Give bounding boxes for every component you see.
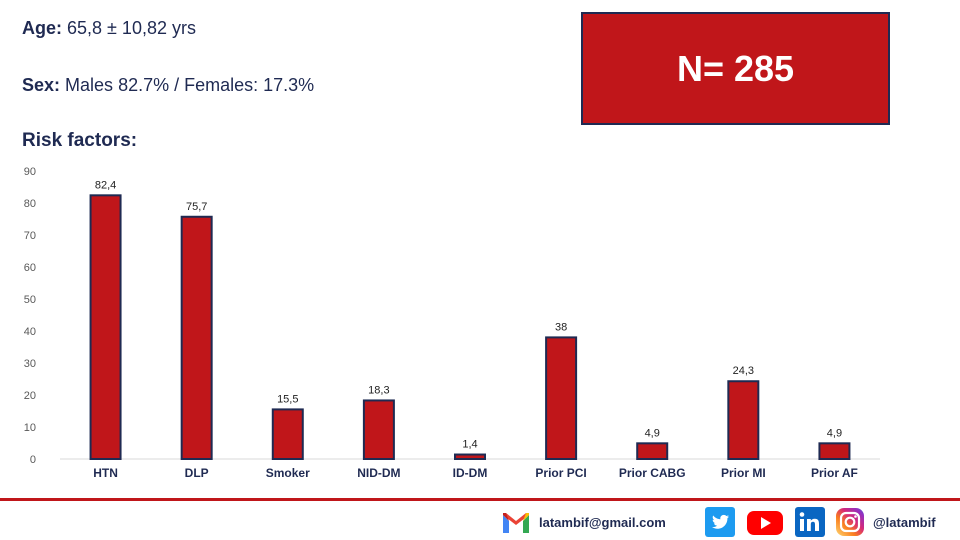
bar-prior-cabg [636, 442, 669, 461]
risk-factors-chart: 0 10 20 30 40 50 60 70 80 90 82,4 75,7 15,5 18,3 1,4 3… [24, 166, 880, 480]
y-tick-label: 10 [24, 422, 36, 434]
sex-line: Sex: Males 82.7% / Females: 17.3% [22, 75, 314, 96]
data-label: 4,9 [645, 427, 660, 439]
instagram-contact[interactable]: @latambif [835, 507, 936, 537]
y-tick-label: 50 [24, 294, 36, 306]
bars: 82,4 75,7 15,5 18,3 1,4 38 4,9 24,3 4,9 [89, 179, 851, 461]
x-tick-label: DLP [185, 466, 209, 480]
x-axis: HTN DLP Smoker NID-DM ID-DM Prior PCI Prior CA… [93, 466, 858, 480]
y-tick-label: 30 [24, 358, 36, 370]
bar-prior-mi [727, 380, 760, 460]
sample-size-box: N= 285 [581, 12, 890, 125]
bar-prior-pci [545, 336, 578, 460]
bar-htn [89, 194, 122, 460]
age-value: 65,8 ± 10,82 yrs [67, 18, 196, 38]
data-label: 18,3 [368, 384, 389, 396]
x-tick-label: NID-DM [357, 466, 400, 480]
sex-label: Sex: [22, 75, 61, 95]
email-text: latambif@gmail.com [539, 514, 666, 530]
x-tick-label: Prior PCI [535, 466, 586, 480]
bar-prior-af [818, 442, 851, 461]
y-tick-label: 40 [24, 326, 36, 338]
y-tick-label: 70 [24, 230, 36, 242]
data-label: 24,3 [733, 365, 754, 377]
x-tick-label: HTN [93, 466, 118, 480]
data-label: 4,9 [827, 427, 842, 439]
data-label: 15,5 [277, 393, 298, 405]
sex-value: Males 82.7% / Females: 17.3% [65, 75, 315, 95]
footer-rule [0, 498, 960, 501]
age-label: Age: [22, 18, 62, 38]
bar-dlp [180, 215, 213, 460]
data-label: 75,7 [186, 201, 207, 213]
linkedin-icon[interactable] [795, 507, 825, 537]
x-tick-label: Prior CABG [619, 466, 686, 480]
bar-nid-dm [362, 399, 395, 461]
age-line: Age: 65,8 ± 10,82 yrs [22, 18, 196, 39]
sample-size-label: N= 285 [676, 47, 795, 89]
data-label: 38 [555, 321, 567, 333]
x-tick-label: Smoker [266, 466, 310, 480]
handle-text: @latambif [873, 514, 936, 530]
data-label: 82,4 [95, 179, 116, 191]
youtube-icon[interactable] [746, 507, 784, 537]
y-tick-label: 0 [30, 454, 36, 466]
gmail-icon [503, 513, 529, 533]
x-tick-label: Prior MI [721, 466, 766, 480]
y-tick-label: 90 [24, 166, 36, 178]
bar-id-dm [454, 453, 486, 460]
twitter-icon[interactable] [705, 507, 735, 537]
data-label: 1,4 [462, 439, 477, 451]
email-contact[interactable]: latambif@gmail.com [501, 507, 666, 537]
y-tick-label: 60 [24, 262, 36, 274]
y-tick-label: 20 [24, 390, 36, 402]
instagram-icon [836, 508, 864, 536]
y-tick-label: 80 [24, 198, 36, 210]
x-tick-label: Prior AF [811, 466, 858, 480]
x-tick-label: ID-DM [453, 466, 488, 480]
risk-factors-title: Risk factors: [22, 130, 138, 151]
bar-smoker [271, 408, 304, 460]
